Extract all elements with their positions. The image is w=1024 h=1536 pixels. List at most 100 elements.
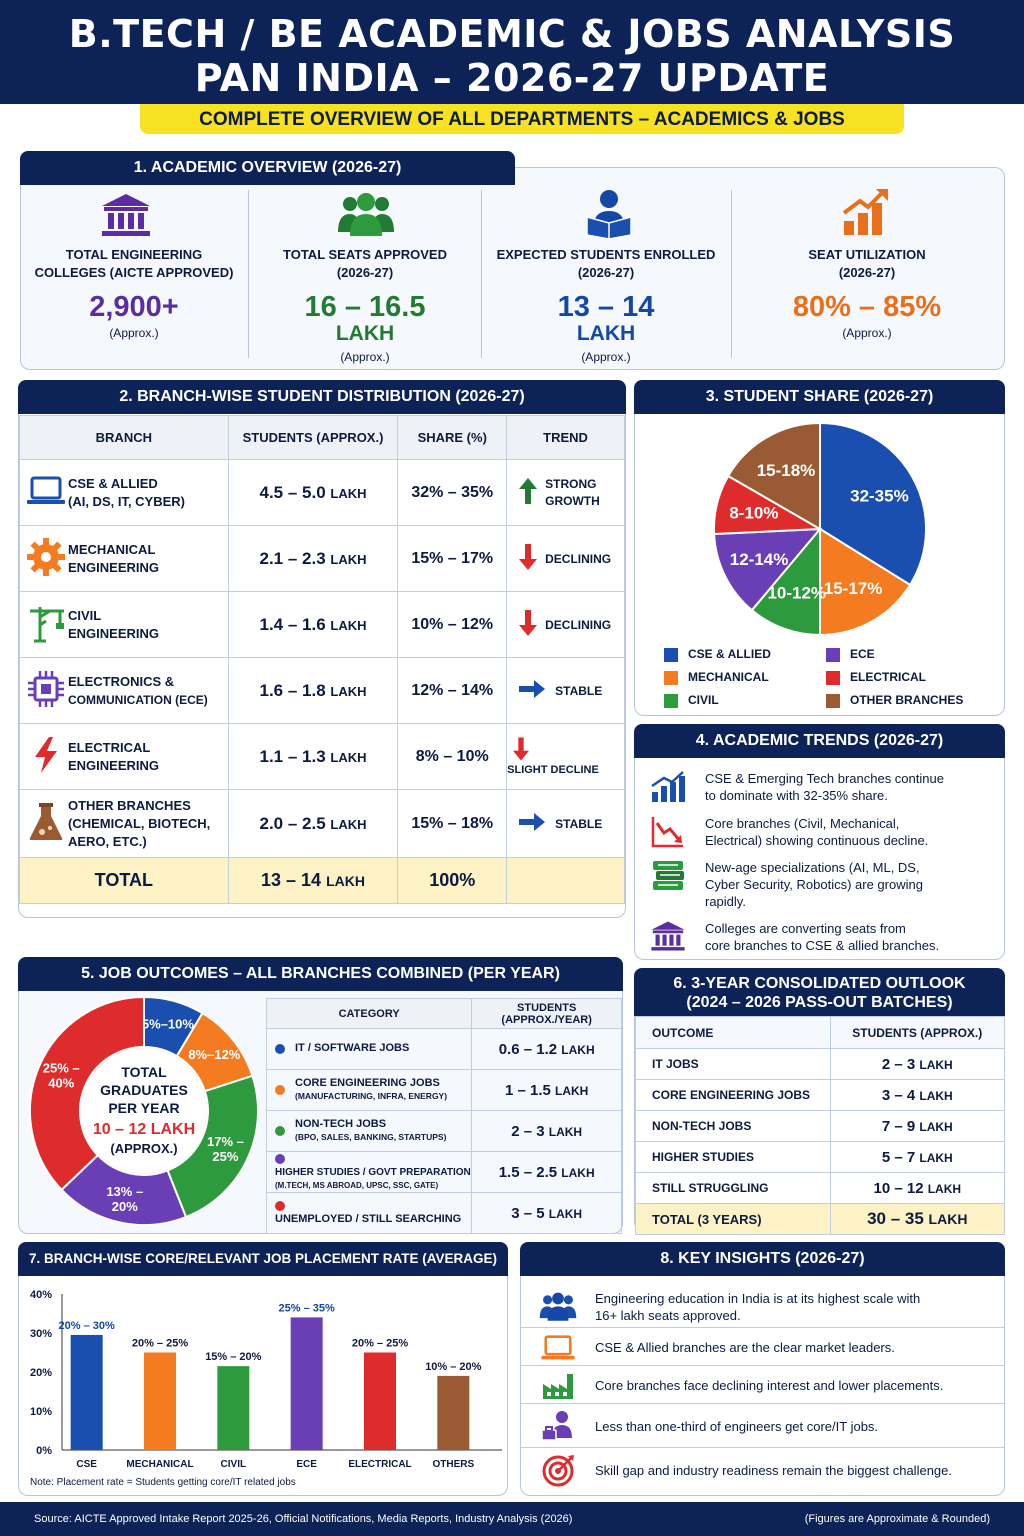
table-row: MECHANICAL ENGINEERING 2.1 – 2.3 LAKH 15%…	[19, 525, 625, 592]
stat-note: (Approx.)	[581, 350, 631, 364]
unit: LAKH	[330, 551, 367, 567]
unit: LAKH	[919, 1057, 953, 1072]
table-row: CORE ENGINEERING JOBS (MANUFACTURING, INF…	[265, 1069, 622, 1111]
category-value: 2 – 3	[511, 1122, 545, 1140]
laptop-icon	[27, 476, 65, 504]
job-outcomes-title: 5. JOB OUTCOMES – ALL BRANCHES COMBINED …	[18, 957, 623, 991]
stat-note: (Approx.)	[340, 350, 390, 364]
main-title-line-1: B.TECH / BE ACADEMIC & JOBS ANALYSIS	[68, 12, 956, 56]
table-row: HIGHER STUDIES / GOVT PREPARATION (M.TECH…	[265, 1151, 622, 1193]
x-tick-label: CSE	[76, 1459, 97, 1470]
worker-icon	[541, 1411, 572, 1441]
total-share: 100%	[397, 857, 508, 904]
column-header: STUDENTS (APPROX.)	[829, 1016, 1006, 1049]
share-value: 8% – 10%	[397, 723, 508, 790]
trend-text: Electrical) showing continuous decline.	[705, 833, 929, 848]
pie-slice	[29, 995, 145, 1192]
bar	[437, 1375, 470, 1450]
table-row: NON-TECH JOBS (BPO, SALES, BANKING, START…	[265, 1110, 622, 1152]
trend-item: CSE & Emerging Tech branches continue to …	[650, 770, 990, 806]
student-share-legend: CSE & ALLIED ECE MECHANICAL ELECTRICAL C…	[664, 647, 994, 708]
stat-unit: LAKH	[576, 322, 636, 345]
bar	[364, 1352, 396, 1450]
category-value: 3 – 5	[511, 1204, 545, 1222]
x-tick-label: OTHERS	[432, 1459, 474, 1470]
total-row: TOTAL (3 YEARS) 30 – 35 LAKH	[635, 1203, 1006, 1235]
y-tick-label: 20%	[30, 1367, 52, 1379]
unit: LAKH	[330, 749, 367, 765]
category-value: 1 – 1.5	[504, 1081, 551, 1099]
main-title-line-2: PAN INDIA – 2026-27 UPDATE	[194, 56, 830, 100]
chip-icon	[28, 671, 64, 707]
table-row: HIGHER STUDIES 5 – 7 LAKH	[635, 1141, 1006, 1173]
trend-text: Colleges are converting seats from	[705, 921, 906, 936]
branch-name: ELECTRONICS &	[68, 673, 175, 689]
outlook-table: OUTCOME STUDENTS (APPROX.) IT JOBS 2 – 3 L…	[635, 1016, 1006, 1235]
outcome-label: IT JOBS	[635, 1048, 831, 1080]
trend-text: New-age specializations (AI, ML, DS,	[705, 860, 920, 875]
branch-detail: (AI, DS, IT, CYBER)	[68, 493, 186, 509]
donut-center-label: PER YEAR	[108, 1100, 179, 1116]
target-icon	[542, 1455, 574, 1487]
arrow-down-icon	[519, 610, 538, 636]
share-value: 32% – 35%	[397, 459, 508, 526]
y-tick-label: 40%	[30, 1289, 52, 1301]
unit: LAKH	[330, 816, 367, 832]
branch-detail: ENGINEERING	[68, 757, 160, 773]
bar	[290, 1317, 323, 1450]
key-insights-panel	[520, 1242, 1005, 1496]
table-row: CORE ENGINEERING JOBS 3 – 4 LAKH	[635, 1079, 1006, 1111]
share-value: 10% – 12%	[397, 591, 508, 658]
branch-table: BRANCH STUDENTS (APPROX.) SHARE (%) TREN…	[19, 415, 625, 904]
branch-detail: COMMUNICATION (ECE)	[68, 692, 208, 707]
table-row: ELECTRICAL ENGINEERING 1.1 – 1.3 LAKH 8% …	[19, 723, 625, 790]
outcome-value: 5 – 7	[881, 1148, 916, 1166]
rising-bars-icon	[651, 771, 685, 802]
insight-text: Engineering education in India is at its…	[595, 1291, 921, 1306]
crane-icon	[30, 607, 64, 643]
pie-slice-label: 17% –	[207, 1134, 244, 1149]
trend-label: DECLINING	[545, 551, 612, 566]
student-share-pie-chart: 32-35% 15-17%10-12% 12-14% 8-10% 15-18%	[713, 421, 927, 637]
academic-trends-title: 4. ACADEMIC TRENDS (2026-27)	[634, 724, 1005, 758]
trend-label: STABLE	[555, 816, 603, 831]
stat-label: (2026-27)	[838, 265, 896, 280]
branch-detail: ENGINEERING	[68, 625, 160, 641]
outcome-label: NON-TECH JOBS	[635, 1110, 831, 1142]
legend-item: CSE & ALLIED	[664, 647, 771, 662]
pie-slice-label: 10-12%	[767, 584, 826, 603]
donut-center-label: (APPROX.)	[110, 1141, 177, 1156]
divider	[248, 190, 249, 358]
trend-text: to dominate with 32-35% share.	[705, 788, 888, 803]
branch-name: OTHER BRANCHES	[68, 797, 191, 813]
outcome-value: 2 – 3	[881, 1055, 916, 1073]
branch-detail: (CHEMICAL, BIOTECH,	[68, 815, 211, 831]
column-header: STUDENTS (APPROX.)	[227, 415, 399, 460]
branch-name: CSE & ALLIED	[68, 475, 158, 491]
column-header: BRANCH	[19, 415, 229, 460]
stat-label: TOTAL SEATS APPROVED	[283, 247, 447, 262]
pie-slice	[750, 526, 821, 637]
unit: LAKH	[561, 1165, 595, 1180]
stat-label: (2026-27)	[336, 265, 394, 280]
bar-data-label: 20% – 25%	[132, 1338, 188, 1350]
insight-item: CSE & Allied branches are the clear mark…	[520, 1328, 1005, 1366]
stat-label: COLLEGES (AICTE APPROVED)	[34, 265, 234, 280]
unit: LAKH	[919, 1119, 953, 1134]
student-count: 2.1 – 2.3	[259, 548, 326, 568]
donut-center-label: GRADUATES	[100, 1082, 188, 1098]
column-header: TREND	[506, 415, 625, 460]
unit: LAKH	[919, 1150, 953, 1165]
insight-item: Skill gap and industry readiness remain …	[520, 1448, 1005, 1492]
category-label: HIGHER STUDIES / GOVT PREPARATION	[275, 1166, 471, 1178]
stat-unit: LAKH	[335, 322, 395, 345]
insight-text: Skill gap and industry readiness remain …	[595, 1462, 952, 1478]
trend-item: Core branches (Civil, Mechanical, Electri…	[650, 815, 990, 851]
arrow-down-icon	[519, 544, 538, 570]
category-detail: (BPO, SALES, BANKING, STARTUPS)	[295, 1132, 447, 1142]
unit: LAKH	[561, 1042, 595, 1057]
trend-text: Cyber Security, Robotics) are growing	[705, 877, 923, 892]
source-text: Source: AICTE Approved Intake Report 202…	[34, 1513, 573, 1525]
footer: Source: AICTE Approved Intake Report 202…	[0, 1502, 1024, 1536]
bar-data-label: 10% – 20%	[425, 1361, 481, 1373]
